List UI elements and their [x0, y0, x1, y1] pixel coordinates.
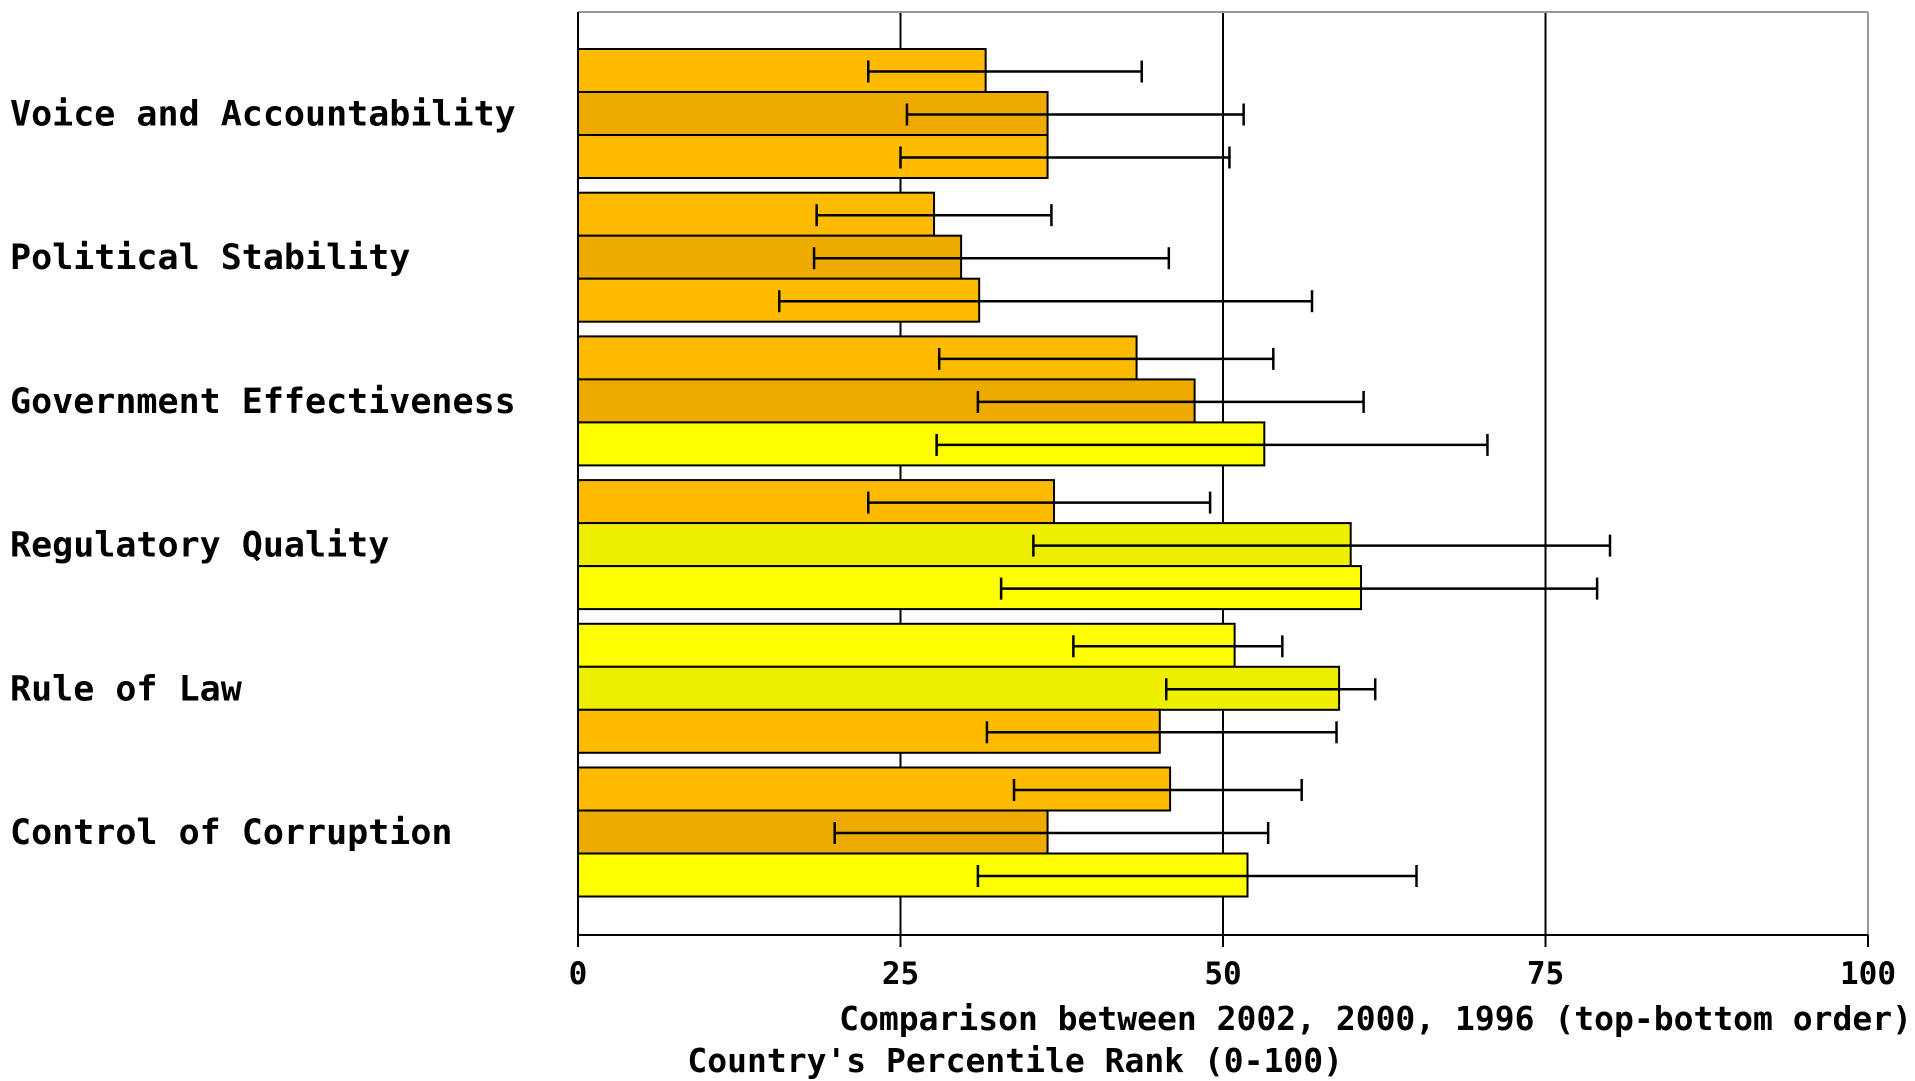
x-tick-label: 50 [1204, 956, 1241, 992]
error-bar [999, 577, 1599, 600]
category-label: Regulatory Quality [10, 526, 389, 566]
error-bar [899, 146, 1231, 169]
category-label: Control of Corruption [10, 813, 453, 853]
error-bar [777, 290, 1314, 313]
x-axis-title-line1: Comparison between 2002, 2000, 1996 (top… [839, 999, 1912, 1038]
error-bar [1164, 678, 1377, 701]
error-bar [833, 822, 1270, 844]
error-bar [976, 865, 1418, 887]
x-tick-labels: 0 25 50 75 100 [569, 956, 1896, 992]
x-axis-title-line2: Country's Percentile Rank (0-100) [687, 1041, 1343, 1080]
category-label: Rule of Law [10, 669, 243, 709]
error-bar [815, 204, 1053, 227]
error-bar [905, 103, 1245, 126]
error-bar [937, 347, 1275, 370]
error-bar [935, 433, 1489, 456]
error-bar [976, 390, 1365, 413]
error-bar [867, 60, 1143, 83]
error-bar [1072, 635, 1284, 658]
category-label: Political Stability [10, 238, 410, 278]
x-tick-label: 0 [569, 956, 588, 992]
x-tick-label: 100 [1840, 956, 1896, 992]
category-labels: Voice and Accountability Political Stabil… [10, 95, 516, 854]
errorbars-group [777, 60, 1612, 887]
error-bar [1012, 779, 1303, 801]
x-tick-label: 25 [882, 956, 919, 992]
error-bar [985, 721, 1338, 744]
error-bar [812, 247, 1171, 270]
category-label: Voice and Accountability [10, 95, 516, 135]
plot-frame [577, 11, 1869, 947]
category-label: Government Effectiveness [10, 382, 516, 422]
error-bar [867, 491, 1212, 514]
error-bar [1032, 534, 1612, 557]
x-tick-label: 75 [1527, 956, 1564, 992]
